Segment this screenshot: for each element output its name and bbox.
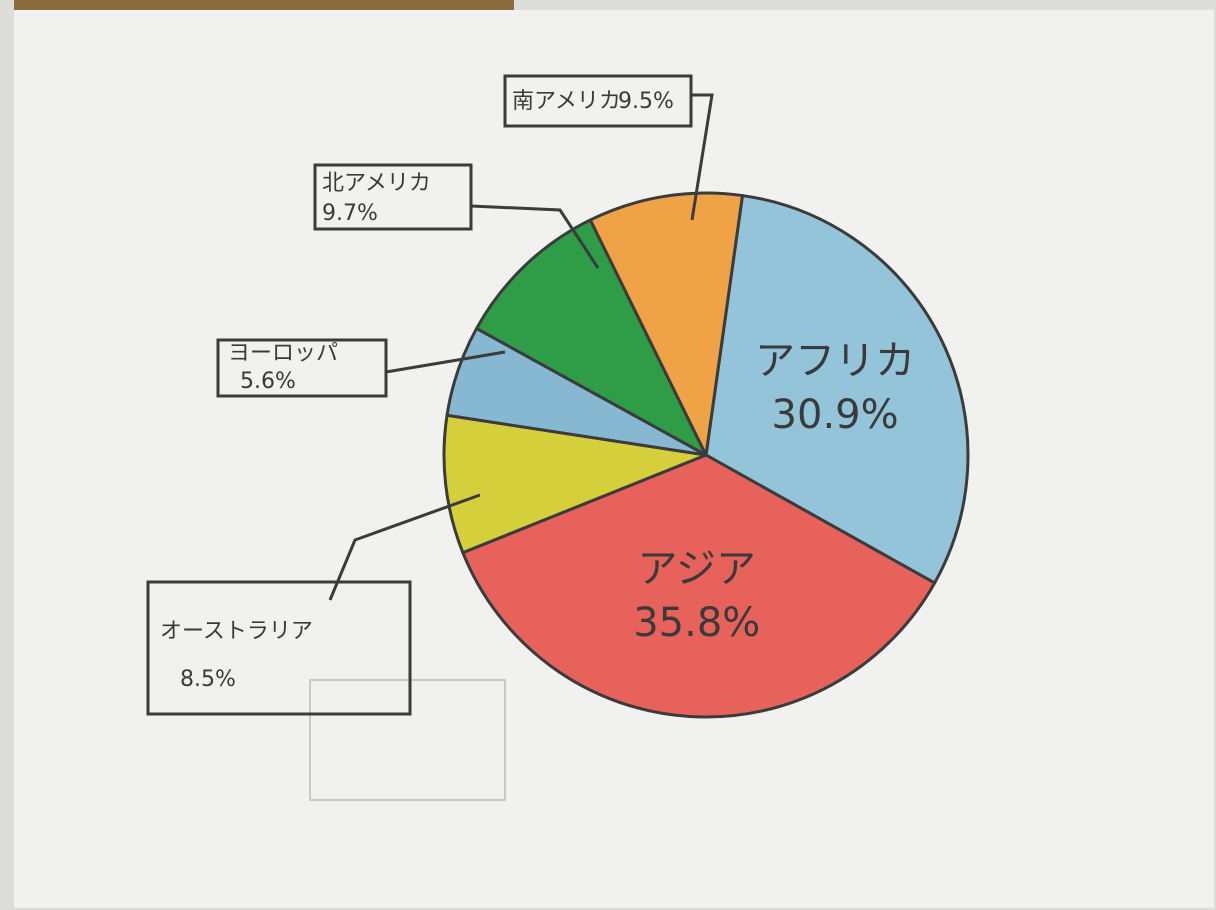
pie-slice xyxy=(588,191,744,457)
slice-label: アフリカ xyxy=(755,338,915,384)
slice-value-label: 30.9% xyxy=(772,392,899,438)
callout-label: 南アメリカ xyxy=(512,89,621,114)
callout-box xyxy=(313,163,473,231)
pie-slice xyxy=(461,453,937,719)
pie: アフリカ 30.9% アジア 35.8% オーストラリア 8.5% ヨーロッパ 5.6% 北アメ… xyxy=(146,74,970,719)
pie-slice xyxy=(475,218,708,457)
erased-box xyxy=(309,679,506,801)
callout-label: 北アメリカ xyxy=(322,171,431,196)
callout-label: オーストラリア xyxy=(160,619,313,644)
callout-box xyxy=(216,338,388,398)
callout-line xyxy=(690,93,714,221)
callout-line xyxy=(385,350,506,374)
slice-label: アジア xyxy=(638,546,756,592)
pie-slice xyxy=(442,413,708,555)
callout-value-label: 5.6% xyxy=(240,369,296,394)
callout-line xyxy=(328,493,481,601)
callout-line xyxy=(470,204,600,269)
callout-value-label: 9.5% xyxy=(618,89,674,114)
callout-value-label: 8.5% xyxy=(180,667,236,692)
pie-slice xyxy=(704,194,970,585)
callout-box xyxy=(146,580,412,716)
callout-box xyxy=(503,74,693,128)
slice-value-label: 35.8% xyxy=(633,600,760,646)
callout-label: ヨーロッパ xyxy=(228,341,338,366)
callout-value-label: 9.7% xyxy=(322,201,378,226)
